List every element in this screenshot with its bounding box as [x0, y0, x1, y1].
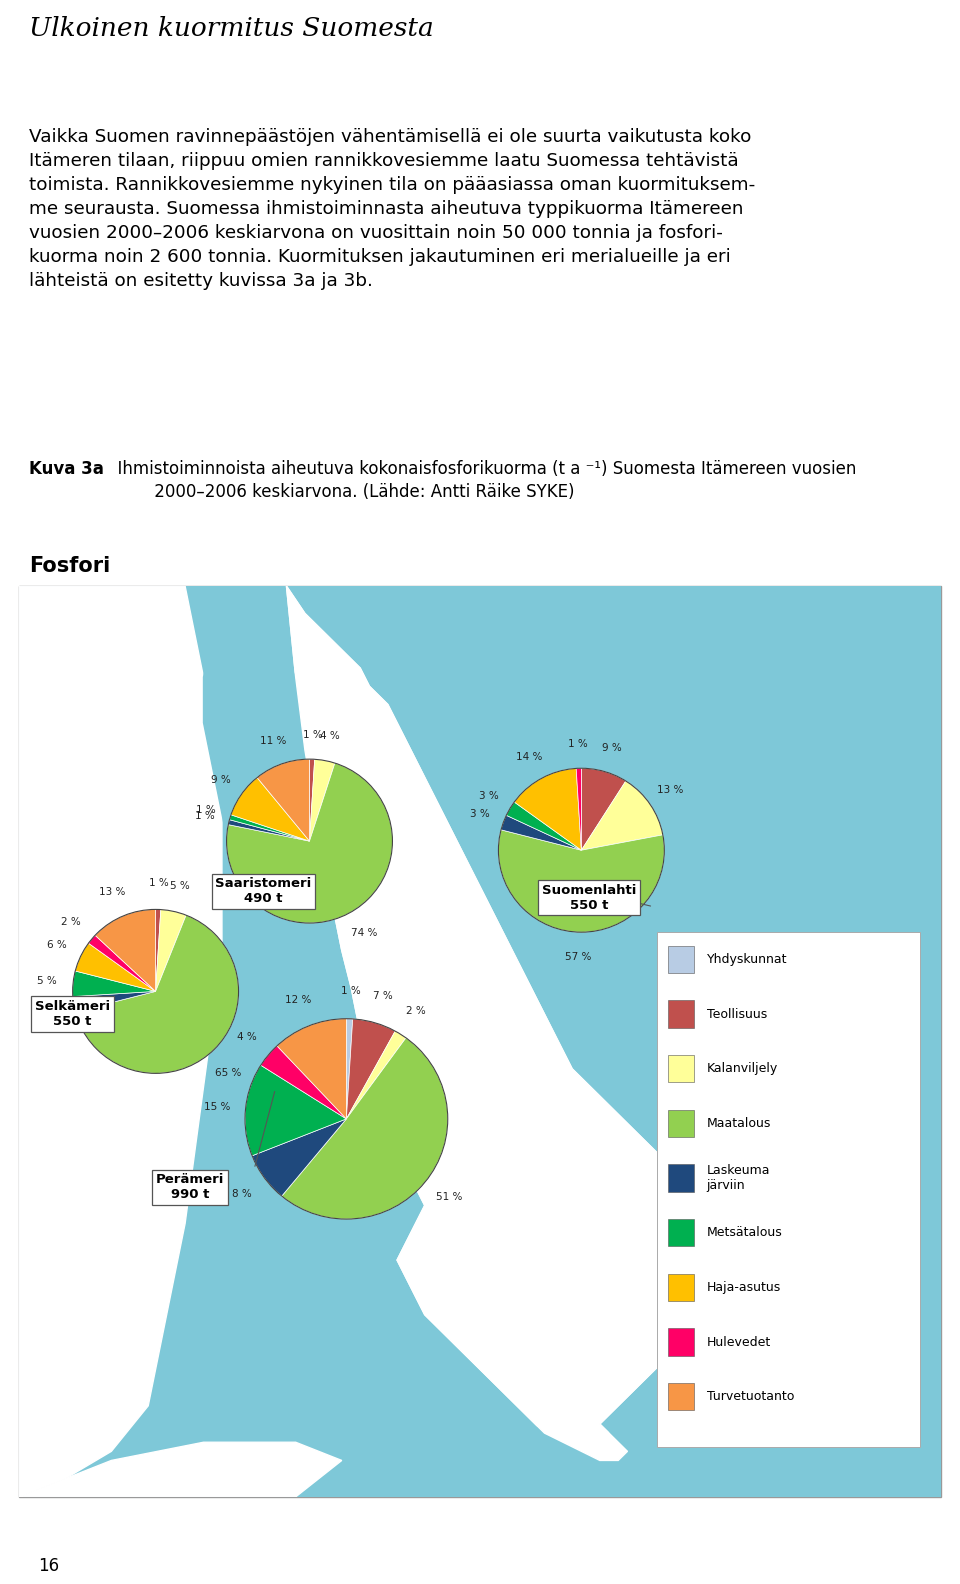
Polygon shape: [19, 586, 222, 1497]
Wedge shape: [309, 759, 335, 841]
Wedge shape: [245, 1064, 347, 1156]
Wedge shape: [257, 759, 309, 841]
Polygon shape: [286, 586, 756, 1460]
Text: 1 %: 1 %: [195, 811, 214, 822]
Text: 3 %: 3 %: [470, 809, 490, 819]
Text: Ihmistoiminnoista aiheutuva kokonaisfosforikuorma (t a ⁻¹) Suomesta Itämereen vu: Ihmistoiminnoista aiheutuva kokonaisfosf…: [108, 459, 856, 501]
Wedge shape: [73, 971, 156, 996]
FancyBboxPatch shape: [19, 586, 941, 1497]
Wedge shape: [231, 778, 309, 841]
Wedge shape: [75, 942, 156, 992]
Polygon shape: [19, 586, 941, 1497]
Wedge shape: [229, 814, 309, 841]
Wedge shape: [576, 768, 582, 851]
Polygon shape: [296, 1334, 941, 1497]
Text: Metsätalous: Metsätalous: [707, 1226, 782, 1239]
Text: Ulkoinen kuormitus Suomesta: Ulkoinen kuormitus Suomesta: [29, 16, 434, 41]
FancyBboxPatch shape: [668, 1274, 694, 1300]
Wedge shape: [75, 916, 238, 1074]
Text: Fosfori: Fosfori: [29, 556, 110, 575]
Text: 14 %: 14 %: [516, 752, 542, 762]
Wedge shape: [95, 909, 156, 992]
FancyBboxPatch shape: [668, 946, 694, 973]
Text: Perämeri
990 t: Perämeri 990 t: [156, 1174, 224, 1201]
Wedge shape: [227, 763, 393, 923]
Wedge shape: [501, 816, 582, 851]
Text: 51 %: 51 %: [436, 1193, 462, 1202]
Text: 11 %: 11 %: [260, 735, 286, 746]
Text: 4 %: 4 %: [320, 732, 340, 741]
Text: Kuva 3a: Kuva 3a: [29, 459, 104, 478]
Text: Hulevedet: Hulevedet: [707, 1335, 771, 1348]
Text: Maatalous: Maatalous: [707, 1117, 771, 1129]
Text: Suomenlahti
550 t: Suomenlahti 550 t: [541, 884, 636, 911]
Wedge shape: [277, 1019, 347, 1118]
FancyBboxPatch shape: [668, 1110, 694, 1137]
FancyBboxPatch shape: [668, 1001, 694, 1028]
Wedge shape: [156, 909, 186, 992]
Text: 13 %: 13 %: [658, 786, 684, 795]
Text: 12 %: 12 %: [285, 995, 312, 1004]
Text: 1 %: 1 %: [149, 878, 169, 889]
Wedge shape: [515, 768, 582, 851]
FancyBboxPatch shape: [668, 1383, 694, 1410]
Wedge shape: [228, 819, 309, 841]
FancyBboxPatch shape: [668, 1164, 694, 1191]
Text: 4 %: 4 %: [236, 1033, 256, 1042]
Polygon shape: [19, 1441, 342, 1497]
Wedge shape: [347, 1019, 352, 1118]
Text: Saaristomeri
490 t: Saaristomeri 490 t: [215, 878, 312, 904]
Text: 7 %: 7 %: [372, 990, 393, 1001]
Wedge shape: [73, 992, 156, 1012]
Wedge shape: [261, 1045, 347, 1118]
Wedge shape: [498, 830, 664, 931]
FancyBboxPatch shape: [668, 1055, 694, 1082]
Text: 6 %: 6 %: [47, 941, 66, 950]
Text: 9 %: 9 %: [211, 775, 230, 786]
Text: 3 %: 3 %: [37, 1003, 58, 1014]
Text: Selkämeri
550 t: Selkämeri 550 t: [36, 1000, 110, 1028]
Text: Laskeuma
järviin: Laskeuma järviin: [707, 1164, 770, 1193]
Text: 1 %: 1 %: [303, 730, 323, 740]
Text: 5 %: 5 %: [36, 976, 57, 987]
Wedge shape: [281, 1038, 447, 1220]
FancyBboxPatch shape: [668, 1220, 694, 1247]
Wedge shape: [347, 1031, 406, 1118]
Polygon shape: [710, 586, 941, 1434]
Text: 65 %: 65 %: [215, 1068, 241, 1077]
Polygon shape: [204, 586, 324, 1060]
Text: Haja-asutus: Haja-asutus: [707, 1281, 781, 1294]
Wedge shape: [88, 935, 156, 992]
Text: Yhdyskunnat: Yhdyskunnat: [707, 954, 787, 966]
Text: 15 %: 15 %: [204, 1102, 230, 1112]
Text: 9 %: 9 %: [602, 743, 621, 752]
Polygon shape: [286, 586, 756, 1460]
Wedge shape: [309, 759, 315, 841]
Wedge shape: [347, 1019, 396, 1118]
Wedge shape: [252, 1118, 347, 1196]
FancyBboxPatch shape: [668, 1329, 694, 1356]
FancyBboxPatch shape: [657, 931, 920, 1446]
Text: 13 %: 13 %: [99, 887, 126, 897]
Text: Kalanviljely: Kalanviljely: [707, 1063, 778, 1076]
Text: 3 %: 3 %: [479, 790, 498, 802]
Text: 1 %: 1 %: [568, 738, 588, 749]
Wedge shape: [582, 768, 626, 851]
Wedge shape: [582, 781, 662, 851]
Text: Vaikka Suomen ravinnepäästöjen vähentämisellä ei ole suurta vaikutusta koko
Itäm: Vaikka Suomen ravinnepäästöjen vähentämi…: [29, 128, 756, 290]
Text: Turvetuotanto: Turvetuotanto: [707, 1391, 794, 1403]
Text: Teollisuus: Teollisuus: [707, 1007, 767, 1020]
Text: 1 %: 1 %: [341, 985, 360, 996]
Text: 5 %: 5 %: [170, 881, 189, 890]
Text: 74 %: 74 %: [350, 928, 377, 938]
Wedge shape: [156, 909, 161, 992]
Text: 16: 16: [38, 1557, 60, 1576]
Text: 8 %: 8 %: [231, 1190, 252, 1199]
Text: 2 %: 2 %: [406, 1006, 426, 1015]
Text: 57 %: 57 %: [564, 952, 591, 961]
Text: 1 %: 1 %: [197, 805, 216, 816]
Text: 2 %: 2 %: [61, 917, 81, 927]
Wedge shape: [506, 802, 582, 851]
